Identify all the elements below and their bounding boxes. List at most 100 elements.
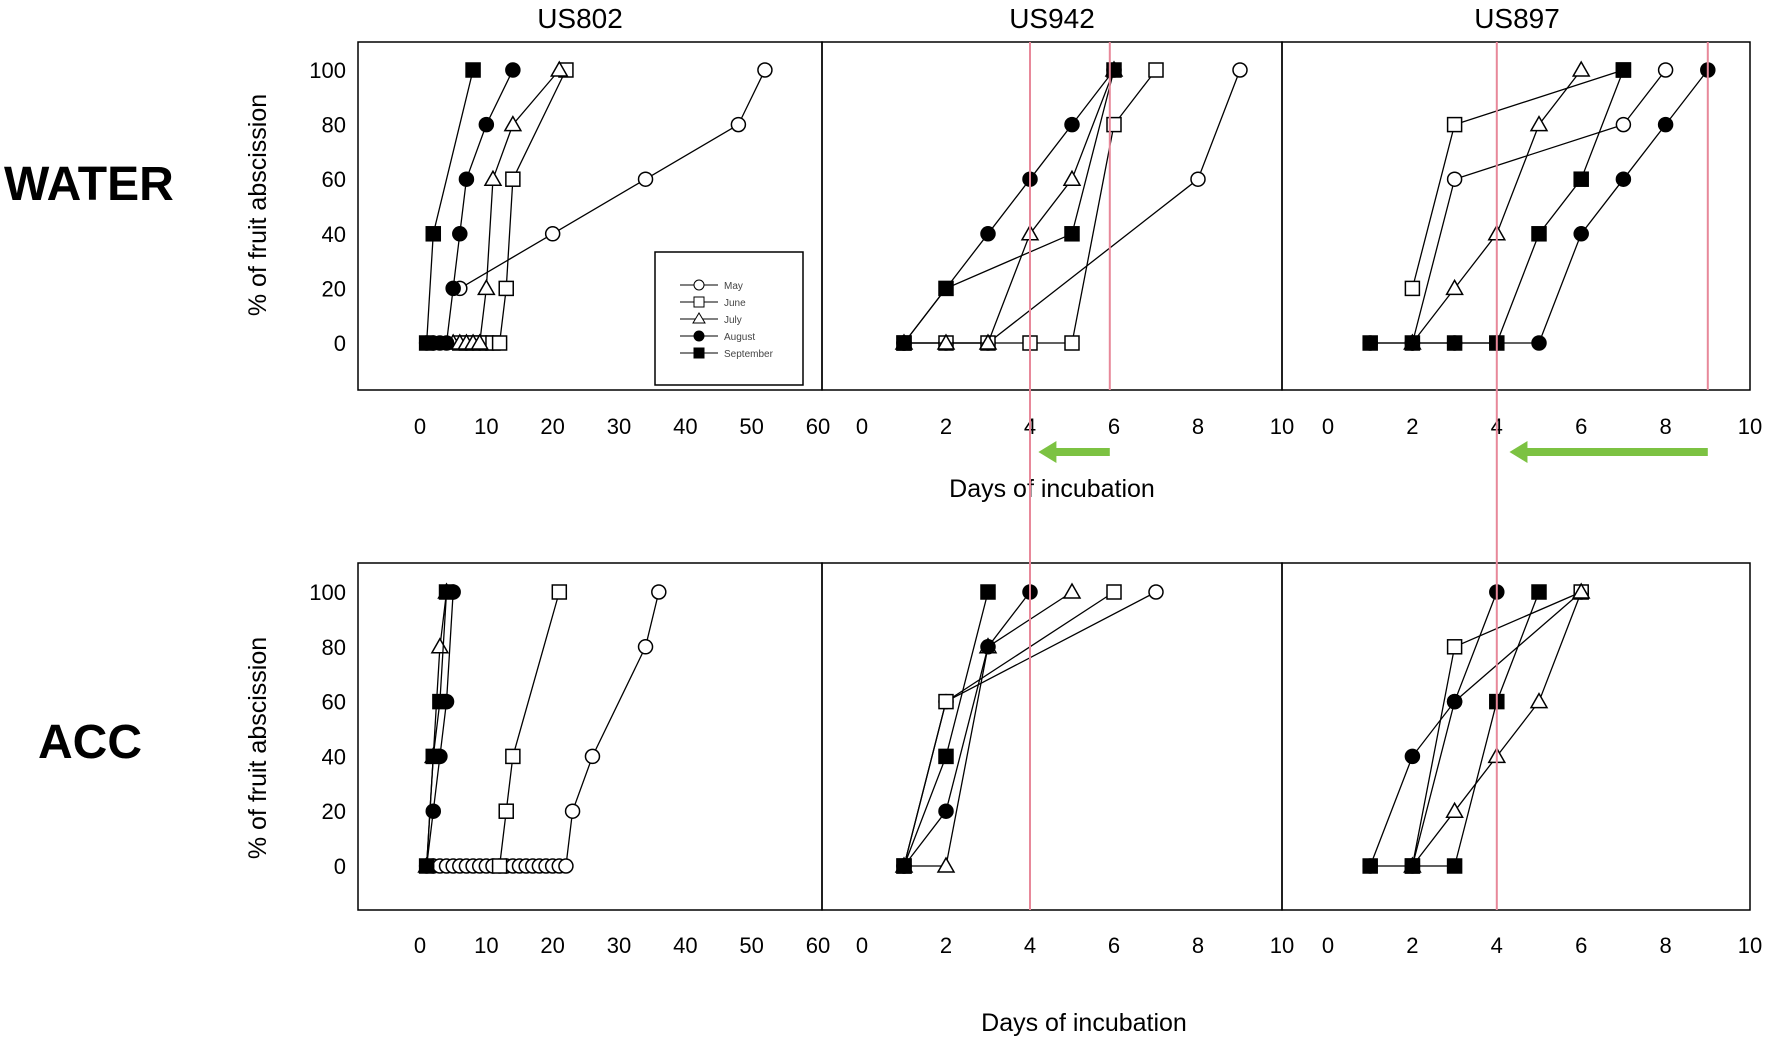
x-axis-title-acc: Days of incubation [981,1009,1187,1037]
data-point [1571,582,1591,599]
series-line [459,69,567,344]
data-point [1657,116,1674,133]
series-june [452,62,574,351]
series-line [453,69,560,344]
legend-label: August [724,332,755,343]
data-point [980,226,996,242]
data-point [1445,278,1464,296]
data-point [980,584,996,600]
series-line [425,591,454,867]
series-line [425,591,448,867]
x-tick-label: 8 [1192,933,1204,958]
x-tick-label: 6 [1108,933,1120,958]
x-axis-title-water: Days of incubation [949,475,1155,503]
series-line [904,69,1241,344]
y-tick-label: 60 [322,690,346,715]
legend: May June July August September [654,251,804,386]
y-tick-label: 20 [322,799,346,824]
data-point [1064,116,1080,133]
y-tick-label: 40 [322,744,346,769]
x-tick-label: 50 [739,933,763,958]
row-label-water: WATER [4,158,174,211]
legend-entry-may: May [680,279,743,292]
data-point [896,858,912,874]
y-tick-label: 80 [322,635,346,660]
data-point [1446,639,1463,655]
x-tick-label: 20 [540,933,564,958]
data-point [477,278,496,296]
series-line [904,591,1073,867]
panel-frame [821,41,1283,391]
data-point [1062,169,1082,186]
x-tick-label: 2 [940,414,952,439]
x-tick-label: 2 [1406,933,1418,958]
series-september [896,584,996,874]
panel-water-us802: 0 20 40 60 80 100 0 10 20 30 40 50 60 [309,41,830,439]
data-point [651,584,667,600]
data-point [1531,584,1547,600]
data-point [1362,858,1378,874]
data-point [936,856,956,873]
series-august [418,584,461,874]
x-tick-label: 2 [940,933,952,958]
data-point [637,171,654,187]
data-point [1106,584,1122,600]
data-point [465,62,481,78]
data-point [1445,801,1464,818]
data-point [637,639,654,655]
legend-entry-june: June [680,296,746,309]
series-july [894,582,1082,873]
data-point [1064,226,1080,242]
series-line [1411,69,1667,344]
data-point [1232,62,1248,78]
series-september [418,584,455,874]
data-point [438,584,455,600]
data-point [936,333,956,350]
legend-marker [693,296,705,308]
x-tick-label: 20 [540,414,564,439]
data-point [452,226,468,242]
x-tick-label: 6 [1575,933,1587,958]
series-june [491,584,568,874]
data-point [505,62,521,78]
series-line [903,69,1115,344]
y-tick-label: 80 [322,113,346,138]
data-point [1446,693,1463,710]
data-point [1148,62,1164,78]
series-may [1404,62,1674,351]
x-tick-label: 10 [1270,933,1294,958]
column-title-us897: US897 [1474,3,1560,34]
x-tick-label: 4 [1491,933,1503,958]
series-line [1370,591,1540,867]
data-point [1571,60,1591,77]
x-tick-label: 10 [1270,414,1294,439]
data-point [458,171,475,187]
legend-entry-september: September [680,347,774,360]
data-point [584,748,601,765]
x-tick-label: 8 [1192,414,1204,439]
x-tick-label: 6 [1108,414,1120,439]
data-point [544,226,561,242]
panel-acc-us897: 0 2 4 6 8 10 [1281,562,1762,958]
series-line [1369,591,1498,867]
series-august [896,62,1122,351]
series-line [433,591,660,867]
y-axis-title-water: % of fruit abscission [244,94,272,316]
data-point [430,637,450,654]
x-tick-label: 40 [673,933,697,958]
x-tick-label: 10 [1738,933,1762,958]
data-point [505,748,521,765]
data-point [1404,748,1421,765]
x-tick-label: 0 [1322,933,1334,958]
data-point [1573,226,1589,242]
row-label-acc: ACC [38,716,142,769]
series-line [425,69,474,344]
shift-arrow-head [1038,441,1057,463]
data-point [425,226,442,242]
y-tick-label: 0 [334,854,346,879]
x-tick-label: 30 [607,414,631,439]
legend-entry-august: August [680,330,755,343]
